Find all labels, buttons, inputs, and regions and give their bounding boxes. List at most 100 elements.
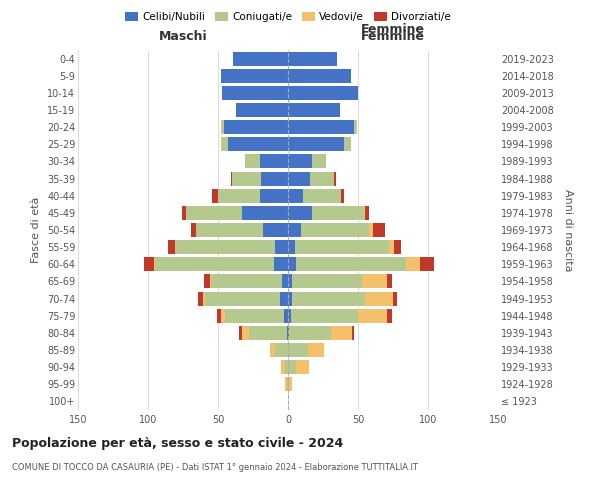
Bar	[288, 258, 296, 272]
Bar	[262, 172, 288, 185]
Bar	[288, 206, 312, 220]
Text: Popolazione per età, sesso e stato civile - 2024: Popolazione per età, sesso e stato civil…	[12, 438, 343, 450]
Bar	[228, 138, 288, 151]
Bar	[221, 138, 222, 151]
Bar	[182, 206, 186, 220]
Bar	[365, 292, 393, 306]
Bar	[288, 52, 337, 66]
Bar	[285, 378, 287, 392]
Text: Femmine: Femmine	[361, 22, 425, 36]
Bar	[211, 274, 283, 288]
Bar	[225, 308, 284, 322]
Bar	[288, 120, 354, 134]
Bar	[236, 103, 288, 117]
Bar	[232, 172, 262, 185]
Bar	[196, 223, 263, 237]
Bar	[292, 292, 365, 306]
Bar	[242, 326, 249, 340]
Bar	[191, 223, 196, 237]
Bar	[154, 258, 155, 272]
Bar	[288, 172, 310, 185]
Bar	[288, 223, 301, 237]
Text: COMUNE DI TOCCO DA CASAURIA (PE) - Dati ISTAT 1° gennaio 2024 - Elaborazione TUT: COMUNE DI TOCCO DA CASAURIA (PE) - Dati …	[12, 462, 418, 471]
Bar	[263, 223, 288, 237]
Bar	[224, 120, 288, 134]
Bar	[288, 86, 358, 100]
Bar	[288, 188, 304, 202]
Bar	[312, 206, 364, 220]
Bar	[287, 326, 288, 340]
Bar	[284, 308, 288, 322]
Bar	[285, 360, 288, 374]
Bar	[304, 188, 341, 202]
Bar	[365, 206, 369, 220]
Bar	[289, 378, 292, 392]
Bar	[260, 188, 288, 202]
Bar	[296, 360, 309, 374]
Bar	[288, 154, 312, 168]
Bar	[281, 360, 285, 374]
Bar	[260, 154, 288, 168]
Bar	[344, 138, 351, 151]
Bar	[222, 138, 228, 151]
Bar	[283, 274, 288, 288]
Bar	[167, 240, 175, 254]
Text: Femmine: Femmine	[361, 30, 425, 43]
Bar	[221, 120, 222, 134]
Bar	[199, 292, 203, 306]
Bar	[310, 172, 334, 185]
Bar	[295, 240, 389, 254]
Bar	[388, 308, 392, 322]
Bar	[312, 154, 326, 168]
Bar	[242, 206, 288, 220]
Bar	[275, 240, 288, 254]
Bar	[288, 103, 340, 117]
Bar	[288, 138, 344, 151]
Bar	[155, 258, 274, 272]
Bar	[288, 240, 295, 254]
Bar	[144, 258, 154, 272]
Bar	[301, 223, 369, 237]
Bar	[222, 86, 288, 100]
Bar	[291, 308, 358, 322]
Bar	[369, 223, 373, 237]
Bar	[389, 240, 394, 254]
Bar	[334, 172, 335, 185]
Bar	[288, 360, 296, 374]
Bar	[394, 240, 401, 254]
Bar	[230, 172, 232, 185]
Bar	[204, 274, 209, 288]
Bar	[217, 308, 221, 322]
Bar	[270, 343, 275, 357]
Bar	[393, 292, 397, 306]
Bar	[296, 258, 406, 272]
Bar	[288, 274, 292, 288]
Bar	[218, 188, 260, 202]
Bar	[362, 274, 388, 288]
Bar	[288, 308, 291, 322]
Bar	[274, 258, 288, 272]
Bar	[373, 223, 385, 237]
Bar	[288, 343, 308, 357]
Bar	[406, 258, 419, 272]
Y-axis label: Fasce di età: Fasce di età	[31, 197, 41, 263]
Bar	[288, 68, 351, 82]
Bar	[212, 188, 218, 202]
Bar	[287, 378, 288, 392]
Bar	[352, 326, 354, 340]
Bar	[289, 326, 331, 340]
Bar	[239, 326, 242, 340]
Bar	[288, 378, 289, 392]
Bar	[245, 154, 260, 168]
Legend: Celibi/Nubili, Coniugati/e, Vedovi/e, Divorziati/e: Celibi/Nubili, Coniugati/e, Vedovi/e, Di…	[121, 8, 455, 26]
Bar	[233, 52, 288, 66]
Bar	[354, 120, 356, 134]
Bar	[419, 258, 434, 272]
Bar	[175, 240, 275, 254]
Bar	[388, 274, 392, 288]
Y-axis label: Anni di nascita: Anni di nascita	[563, 188, 573, 271]
Bar	[222, 120, 224, 134]
Bar	[341, 188, 344, 202]
Bar	[249, 326, 287, 340]
Bar	[203, 292, 205, 306]
